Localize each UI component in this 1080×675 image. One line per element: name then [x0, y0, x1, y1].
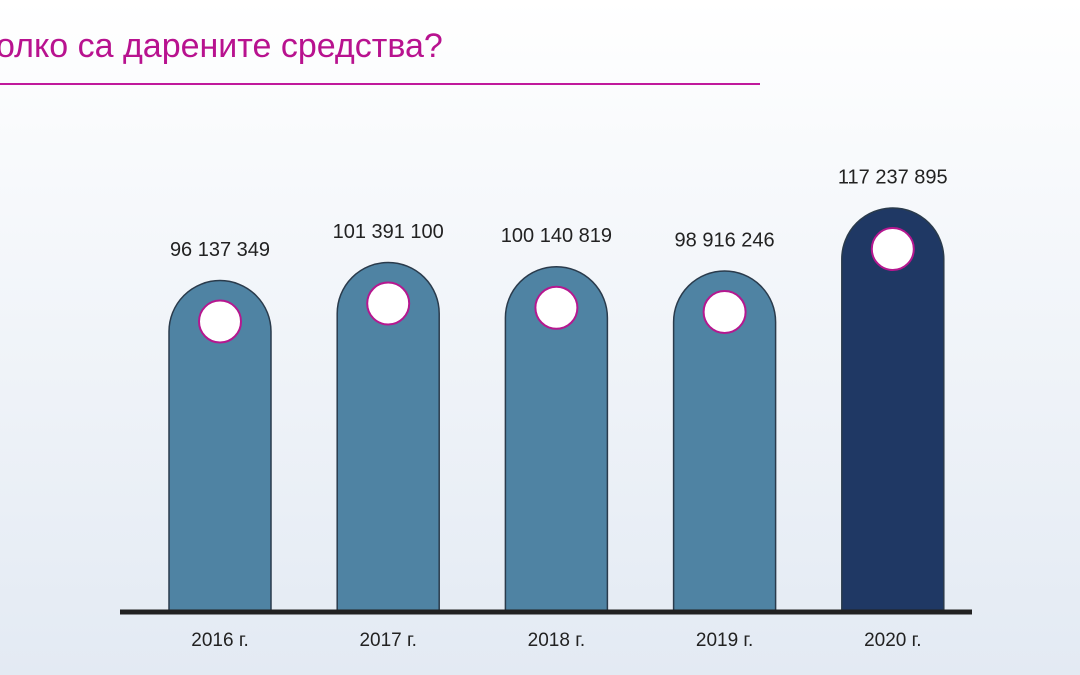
x-tick-label: 2018 г.	[528, 630, 585, 651]
bar	[841, 207, 945, 612]
bar	[672, 270, 777, 612]
value-label: 117 237 895	[838, 166, 948, 188]
bar	[504, 266, 609, 612]
value-label: 98 916 246	[675, 229, 775, 251]
bar-dot	[870, 227, 915, 271]
x-tick-label: 2016 г.	[191, 630, 248, 651]
chart-title: олко са дарените средства?	[0, 27, 443, 65]
bar-dot	[366, 281, 411, 326]
x-tick-label: 2020 г.	[864, 630, 921, 651]
bar	[168, 279, 272, 612]
bar-dot	[198, 299, 242, 344]
bar-dot	[534, 285, 579, 330]
value-label: 101 391 100	[333, 221, 444, 243]
bar	[336, 261, 440, 612]
value-label: 100 140 819	[501, 225, 612, 247]
x-tick-label: 2017 г.	[359, 630, 416, 651]
bar-dot	[702, 289, 747, 334]
x-tick-label: 2019 г.	[696, 630, 753, 651]
value-label: 96 137 349	[170, 239, 270, 261]
